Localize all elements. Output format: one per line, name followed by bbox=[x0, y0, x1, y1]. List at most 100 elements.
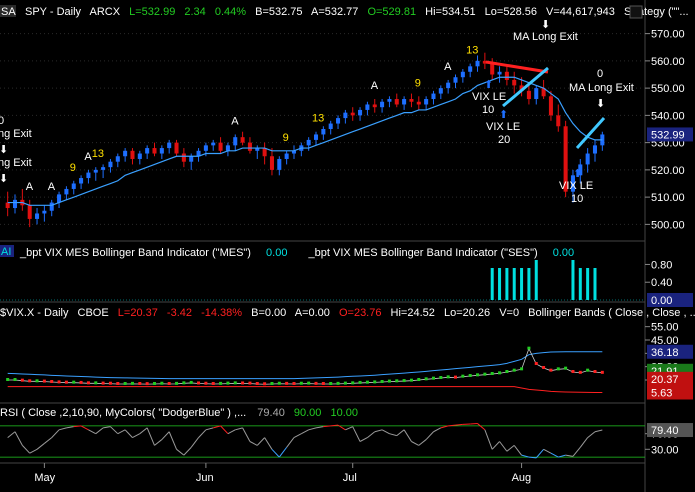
candle-body bbox=[343, 112, 348, 119]
signal-marker: 13 bbox=[466, 45, 478, 57]
vix-axis-label: 45.00 bbox=[651, 335, 679, 347]
vix-bar bbox=[527, 346, 531, 350]
rsi-segment bbox=[301, 429, 309, 435]
vix-bar bbox=[138, 382, 142, 385]
panel-menu-button[interactable] bbox=[629, 5, 643, 19]
rsi-segment bbox=[543, 448, 552, 454]
rsi-header: RSI ( Close ,2,10,90, MyColors( "DodgerB… bbox=[0, 407, 358, 419]
rsi-segment bbox=[330, 424, 339, 427]
candle-body bbox=[247, 142, 252, 151]
vix-panel[interactable] bbox=[6, 346, 604, 393]
rsi-v1: 79.40 bbox=[257, 407, 285, 419]
candle-body bbox=[321, 129, 326, 135]
rsi-segment bbox=[51, 429, 60, 438]
indicator-bar bbox=[527, 268, 531, 300]
rsi-segment bbox=[352, 426, 361, 442]
vix-change-pct: -14.38% bbox=[201, 307, 242, 319]
vix-bar bbox=[145, 382, 149, 386]
vix-bar bbox=[600, 370, 604, 374]
indicator-bar bbox=[505, 268, 509, 300]
rsi-segment bbox=[565, 454, 574, 457]
candle-body bbox=[592, 145, 598, 154]
rsi-segment bbox=[73, 425, 82, 428]
vix-bar bbox=[431, 376, 435, 380]
vix-bar bbox=[307, 381, 311, 385]
candle-body bbox=[306, 139, 311, 146]
indicator-value-2: 0.00 bbox=[553, 247, 574, 259]
vix-bar bbox=[571, 370, 575, 373]
candle-body bbox=[358, 109, 363, 116]
vix-bar bbox=[387, 379, 391, 383]
vix-bar bbox=[292, 382, 296, 385]
vix-symbol: $VIX.X - Daily bbox=[0, 307, 69, 319]
candle-body bbox=[57, 194, 62, 203]
rsi-panel[interactable] bbox=[0, 423, 645, 459]
rsi-segment bbox=[227, 429, 236, 435]
candle-body bbox=[541, 88, 546, 97]
rsi-segment bbox=[168, 431, 177, 450]
price-panel[interactable] bbox=[5, 52, 605, 228]
candle-body bbox=[512, 79, 517, 86]
candle-body bbox=[409, 99, 414, 102]
indicator-badge-box[interactable] bbox=[0, 245, 14, 257]
trade-label-vix-le-2: VIX LE bbox=[486, 121, 520, 133]
rsi-segment bbox=[235, 427, 243, 431]
last-price-label: 532.99 bbox=[651, 129, 685, 141]
trade-label-ma-exit-2: MA Long Exit bbox=[569, 82, 634, 94]
signal-marker: A bbox=[84, 151, 92, 163]
symbol-badge-box[interactable] bbox=[0, 5, 16, 17]
trade-label-left-exit-2: ng Exit bbox=[0, 157, 32, 169]
candle-body bbox=[497, 71, 502, 75]
vix-change: -3.42 bbox=[167, 307, 192, 319]
vix-bar bbox=[417, 378, 421, 381]
indicator-badge: AI bbox=[1, 246, 11, 258]
time-axis-label: Jun bbox=[196, 472, 214, 484]
candle-body bbox=[431, 93, 436, 100]
rsi-segment bbox=[425, 431, 434, 440]
candle-body bbox=[526, 90, 531, 100]
vix-last: L=20.37 bbox=[118, 307, 158, 319]
signal-marker: 13 bbox=[92, 148, 104, 160]
vix-ask: A=0.00 bbox=[295, 307, 330, 319]
rsi-segment bbox=[190, 437, 199, 448]
rsi-segment bbox=[95, 427, 104, 435]
trade-line-loss bbox=[485, 60, 549, 74]
vix-bar bbox=[35, 379, 39, 383]
candle-body bbox=[27, 205, 32, 219]
rsi-segment bbox=[558, 454, 566, 458]
vix-bar bbox=[270, 382, 274, 385]
vix-bar bbox=[439, 376, 443, 379]
vix-bar bbox=[182, 381, 186, 385]
candle-body bbox=[534, 88, 539, 100]
rsi-segment bbox=[381, 429, 390, 435]
indicator-panel[interactable] bbox=[0, 260, 645, 301]
rsi-segment bbox=[21, 445, 31, 454]
vix-bar bbox=[64, 380, 68, 384]
rsi-segment bbox=[448, 424, 456, 427]
candle-body bbox=[101, 167, 106, 170]
vix-bar bbox=[542, 366, 546, 369]
rsi-segment bbox=[110, 426, 119, 435]
candle-body bbox=[563, 126, 568, 192]
header-high: Hi=534.51 bbox=[425, 6, 475, 18]
rsi-segment bbox=[587, 431, 596, 438]
trade-label-zero: 0 bbox=[597, 68, 603, 80]
time-axis-label: May bbox=[34, 472, 55, 484]
vix-header-text: $VIX.X - Daily CBOE L=20.37 -3.42 -14.38… bbox=[0, 307, 695, 319]
candle-body bbox=[35, 213, 40, 219]
vix-bar bbox=[42, 379, 46, 383]
vix-bar bbox=[28, 379, 32, 383]
trade-label-vix-le-1: VIX LE bbox=[472, 91, 506, 103]
trade-label-vix-le-3: VIX LE bbox=[559, 180, 593, 192]
candle-body bbox=[328, 123, 333, 129]
candle-body bbox=[218, 142, 223, 151]
candle-body bbox=[181, 153, 186, 162]
time-axis[interactable]: May Jun Jul Aug bbox=[34, 463, 531, 484]
vix-bar bbox=[219, 381, 223, 385]
down-arrow-icon: ⬇ bbox=[0, 144, 8, 156]
candle-body bbox=[475, 60, 480, 67]
indicator-bar bbox=[593, 268, 597, 300]
down-arrow-icon: ⬇ bbox=[541, 19, 550, 31]
price-axis[interactable]: 570.00560.00550.00540.00530.00520.00510.… bbox=[645, 29, 693, 457]
